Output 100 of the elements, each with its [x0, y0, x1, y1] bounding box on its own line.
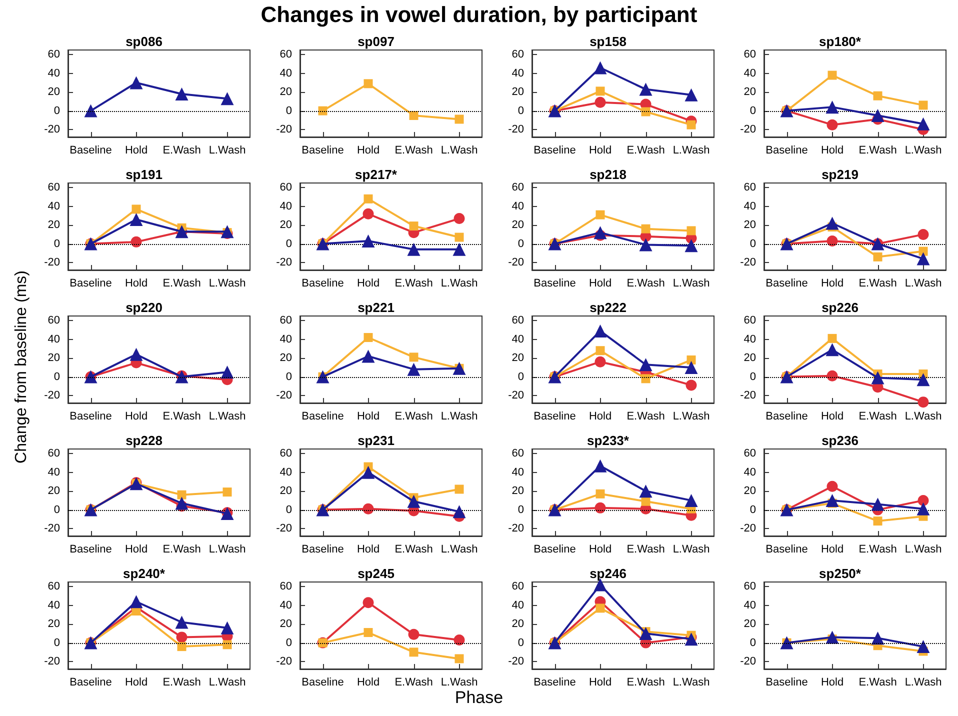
point	[454, 634, 465, 646]
y-tick-label: -20	[508, 522, 524, 535]
point	[916, 502, 930, 516]
y-tick-label: 0	[54, 636, 60, 649]
chart-title: sp226	[822, 300, 858, 315]
chart-title: sp246	[590, 566, 626, 581]
x-tick-label: Baseline	[766, 278, 808, 290]
point	[132, 204, 141, 214]
y-tick-label: 60	[744, 448, 756, 460]
x-tick-label: E.Wash	[394, 144, 433, 156]
point	[684, 239, 698, 252]
chart-title: sp250*	[819, 566, 862, 581]
y-tick-label: -20	[740, 390, 756, 402]
x-tick-label: L.Wash	[904, 278, 942, 290]
x-tick-label: Baseline	[766, 410, 808, 422]
point	[594, 459, 607, 472]
y-tick-label: 20	[744, 618, 756, 630]
x-tick-label: Hold	[356, 410, 380, 422]
point	[407, 362, 420, 376]
x-tick-label: Baseline	[766, 544, 808, 556]
y-tick-label: 40	[280, 200, 292, 212]
y-tick-label: 20	[512, 352, 524, 364]
y-tick-label: -20	[44, 256, 60, 269]
x-tick-label: Baseline	[302, 278, 344, 290]
point	[407, 494, 420, 508]
y-tick-label: 60	[280, 314, 292, 327]
x-tick-label: Baseline	[534, 544, 576, 556]
y-tick-label: 20	[744, 86, 756, 98]
point	[362, 234, 375, 248]
x-tick-label: L.Wash	[440, 144, 478, 156]
point	[364, 628, 373, 638]
x-tick-label: L.Wash	[672, 544, 710, 556]
y-tick-label: -20	[740, 124, 756, 136]
y-tick-label: 60	[512, 48, 524, 61]
point	[222, 640, 232, 650]
point	[454, 114, 464, 124]
y-tick-label: 0	[286, 238, 292, 250]
y-tick-label: 20	[48, 219, 60, 232]
y-tick-label: -20	[44, 390, 60, 402]
y-tick-label: -20	[508, 256, 524, 269]
y-tick-label: 60	[744, 580, 756, 593]
x-tick-label: Hold	[820, 410, 844, 422]
point	[639, 358, 652, 372]
chart-title: sp158	[590, 34, 626, 49]
point	[364, 333, 373, 342]
y-tick-label: 0	[286, 370, 292, 383]
x-tick-label: E.Wash	[394, 676, 433, 688]
x-tick-label: Baseline	[766, 144, 808, 156]
x-tick-label: E.Wash	[162, 410, 201, 422]
point	[826, 216, 839, 230]
y-tick-label: 20	[48, 86, 60, 98]
y-tick-label: 40	[512, 67, 524, 80]
x-tick-label: E.Wash	[858, 676, 897, 688]
text: Phase	[454, 688, 504, 708]
point	[918, 396, 929, 408]
x-tick-label: E.Wash	[858, 410, 897, 422]
x-tick-label: E.Wash	[858, 278, 897, 290]
point	[362, 350, 375, 363]
point	[826, 343, 839, 356]
point	[686, 120, 696, 130]
y-tick-label: 20	[280, 219, 292, 232]
y-tick-label: 40	[512, 333, 524, 346]
point	[452, 505, 466, 518]
y-tick-label: 0	[518, 370, 524, 383]
point	[408, 628, 420, 640]
y-tick-label: 40	[48, 333, 60, 346]
y-tick-label: 40	[48, 599, 60, 612]
y-tick-label: -20	[44, 124, 60, 136]
point	[84, 104, 98, 118]
y-tick-label: 0	[54, 104, 60, 117]
y-tick-label: 60	[744, 182, 756, 194]
point	[916, 640, 930, 654]
point	[873, 91, 882, 100]
point	[452, 242, 466, 256]
chart-title: sp231	[358, 433, 394, 448]
point	[639, 484, 652, 498]
y-tick-label: 60	[48, 314, 60, 327]
y-tick-label: 60	[512, 182, 524, 194]
chart-title: sp086	[126, 34, 162, 49]
point	[594, 61, 607, 74]
y-tick-label: 20	[48, 352, 60, 364]
x-tick-label: Baseline	[534, 278, 576, 290]
point	[641, 496, 650, 506]
y-tick-label: -20	[44, 522, 60, 535]
chart-title: sp236	[822, 433, 858, 448]
point	[594, 502, 606, 514]
y-tick-label: 20	[744, 219, 756, 232]
x-tick-label: L.Wash	[208, 410, 246, 422]
point	[918, 246, 928, 256]
point	[918, 228, 929, 240]
point	[826, 494, 839, 507]
y-tick-label: 40	[48, 200, 60, 212]
point	[871, 108, 884, 122]
x-tick-label: E.Wash	[626, 410, 665, 422]
x-tick-label: Hold	[124, 676, 148, 688]
point	[826, 119, 838, 130]
point	[594, 226, 607, 240]
point	[130, 212, 143, 226]
point	[596, 86, 605, 96]
point	[686, 226, 696, 236]
